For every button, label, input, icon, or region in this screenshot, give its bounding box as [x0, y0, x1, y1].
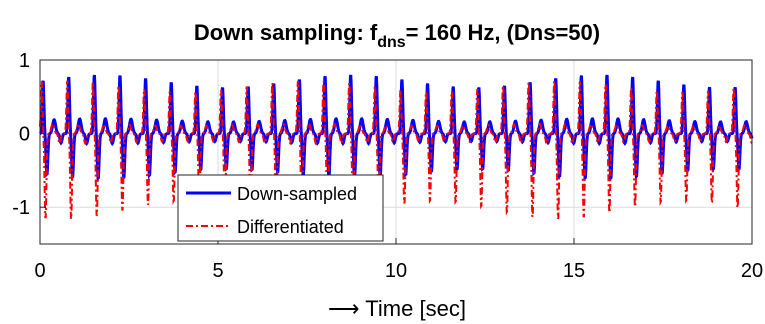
legend-label-differentiated: Differentiated — [237, 217, 344, 237]
series-line-down-sampled — [39, 74, 754, 183]
series-layer — [39, 74, 754, 220]
x-tick-label: 10 — [385, 260, 407, 282]
x-tick-label: 5 — [212, 260, 223, 282]
y-tick-label: 1 — [19, 50, 30, 72]
x-axis-label: ⟶ Time [sec] — [328, 296, 466, 321]
x-tick-label: 0 — [34, 260, 45, 282]
legend-box — [177, 174, 384, 242]
legend: Down-sampled Differentiated — [177, 174, 384, 242]
chart-title: Down sampling: fdns= 160 Hz, (Dns=50) — [194, 20, 600, 51]
legend-label-down-sampled: Down-sampled — [237, 184, 357, 204]
title-prefix: Down sampling: f — [194, 20, 378, 45]
title-suffix: = 160 Hz, (Dns=50) — [406, 20, 600, 45]
x-tick-label: 15 — [563, 260, 585, 282]
y-tick-label: 0 — [19, 124, 30, 146]
y-tick-label: -1 — [12, 197, 30, 219]
title-subscript: dns — [377, 34, 406, 51]
x-tick-label: 20 — [741, 260, 763, 282]
series-line-differentiated — [39, 80, 753, 220]
